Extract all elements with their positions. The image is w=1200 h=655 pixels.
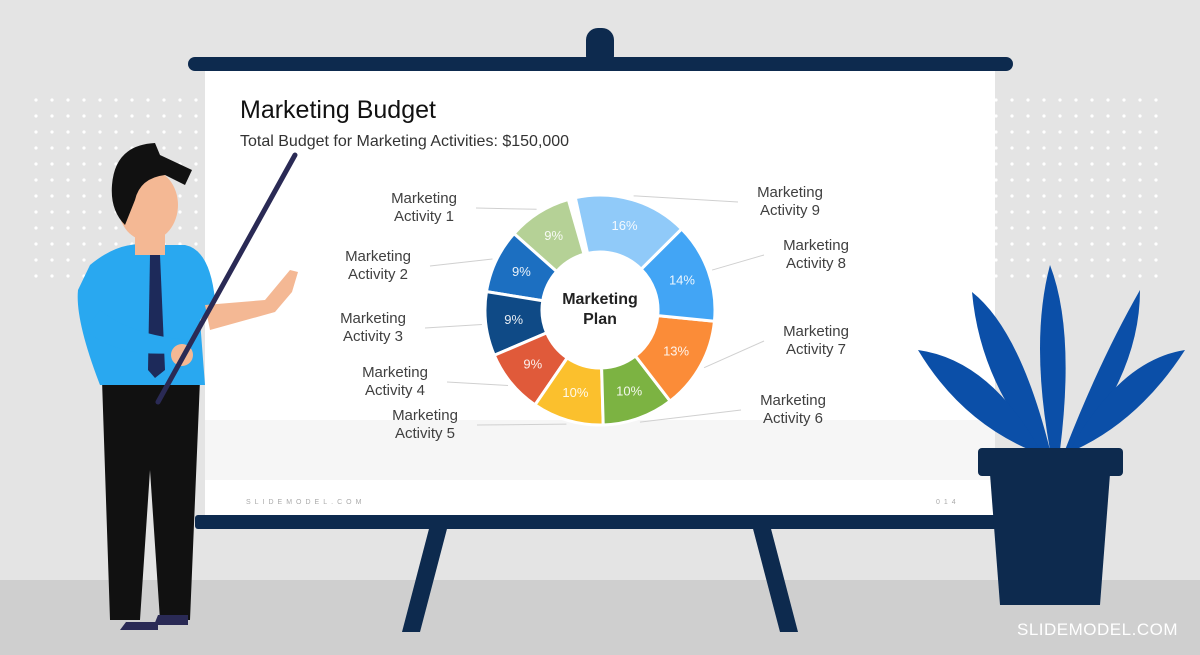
watermark: SLIDEMODEL.COM — [1017, 620, 1178, 639]
leader-line — [475, 207, 537, 210]
value-label: 13% — [663, 344, 689, 359]
leader-line — [639, 409, 742, 423]
value-label: 16% — [612, 218, 638, 233]
value-label: 9% — [504, 312, 523, 327]
leader-line — [703, 340, 765, 369]
value-label: 10% — [562, 385, 588, 400]
category-label: Marketing Activity 8 — [783, 237, 849, 272]
category-label: Marketing Activity 4 — [362, 364, 428, 399]
value-label: 9% — [523, 357, 542, 372]
presenter — [77, 143, 298, 630]
slide-title: Marketing Budget — [240, 96, 436, 124]
value-label: 14% — [669, 272, 695, 287]
category-label: Marketing Activity 1 — [391, 190, 457, 225]
value-label: 10% — [616, 383, 642, 398]
leader-line — [476, 423, 567, 426]
leader-line — [446, 381, 509, 387]
easel-top — [188, 57, 1013, 71]
slide-subtitle: Total Budget for Marketing Activities: $… — [240, 133, 570, 150]
leader-line — [711, 254, 765, 271]
leader-line — [429, 258, 493, 267]
dots — [995, 90, 1170, 290]
slide-footer: SLIDEMODEL.COM — [246, 499, 366, 506]
screen-shade — [205, 420, 995, 480]
category-label: Marketing Activity 5 — [392, 407, 458, 442]
plant — [918, 265, 1185, 605]
leader-line — [633, 195, 739, 203]
easel-leg — [752, 525, 798, 632]
page-number: 014 — [936, 499, 960, 506]
category-label: Marketing Activity 2 — [345, 248, 411, 283]
category-label: Marketing Activity 3 — [340, 310, 406, 345]
easel-leg — [402, 525, 448, 632]
category-label: Marketing Activity 6 — [760, 392, 826, 427]
value-label: 9% — [544, 228, 563, 243]
center-label: Marketing Plan — [562, 291, 638, 328]
donut-chart: 9% 9% 9% 9% 10% 10% 13% 14% 16% — [424, 193, 765, 427]
donut-segment — [573, 193, 684, 272]
category-label: Marketing Activity 7 — [783, 323, 849, 358]
category-label: Marketing Activity 9 — [757, 184, 823, 219]
value-label: 9% — [512, 264, 531, 279]
leader-line — [424, 324, 482, 329]
easel-bottom — [195, 515, 1005, 529]
